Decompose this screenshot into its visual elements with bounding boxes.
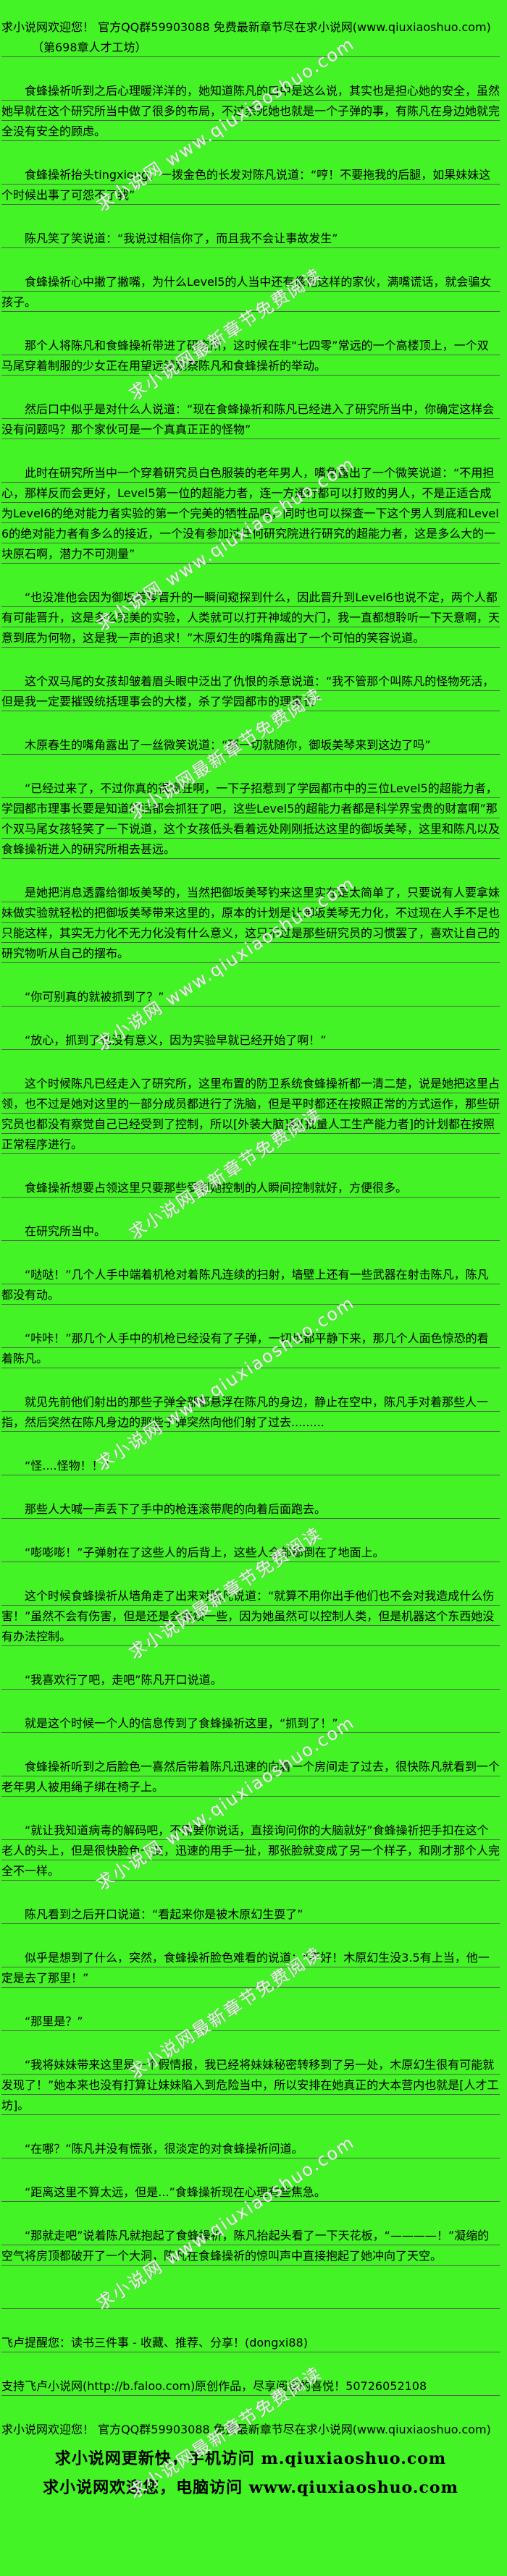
novel-paragraph: “放心，抓到了也没有意义，因为实验早就已经开始了啊！”	[1, 1030, 500, 1051]
novel-paragraph: 食蜂操祈听到之后脸色一喜然后带着陈凡迅速的向着一个房间走了过去，很快陈凡就看到一…	[1, 1757, 500, 1797]
novel-paragraph: “哒哒！”几个人手中端着机枪对着陈凡连续的扫射，墙壁上还有一些武器在射击陈凡，陈…	[1, 1265, 500, 1305]
novel-paragraph: “也没准他会因为御坂美琴晋升的一瞬间窥探到什么，因此晋升到Level6也说不定，…	[1, 588, 500, 648]
faloo-support-line: 支持飞卢小说网(http://b.faloo.com)原创作品，尽享阅读的喜悦！…	[1, 2376, 500, 2397]
novel-paragraph: 木原春生的嘴角露出了一丝微笑说道：“那一切就随你，御坂美琴来到这边了吗”	[1, 735, 500, 755]
novel-paragraph: 那些人大喊一声丢下了手中的枪连滚带爬的向着后面跑去。	[1, 1499, 500, 1520]
novel-paragraph: “我将妹妹带来这里是一个假情报，我已经将妹妹秘密转移到了另一处，木原幻生很有可能…	[1, 2055, 500, 2116]
novel-paragraph: “我喜欢行了吧，走吧”陈凡开口说道。	[1, 1670, 500, 1690]
novel-paragraph: 就是这个时候一个人的信息传到了食蜂操祈这里，“抓到了！”	[1, 1713, 500, 1734]
pc-access-line: 求小说网欢迎您，电脑访问 www.qiuxiaoshuo.com	[43, 2478, 458, 2497]
novel-paragraph: “已经过来了，不过你真的很疯狂啊，一下子招惹到了学园都市中的三位Level5的超…	[1, 779, 500, 860]
mobile-access-line: 求小说网更新快，手机访问 m.qiuxiaoshuo.com	[54, 2449, 447, 2468]
novel-paragraph: “就让我知道病毒的解码吧，不需要你说话，直接询问你的大脑就好”食蜂操祈把手扣在这…	[1, 1821, 500, 1881]
novel-paragraph: 这个时候食蜂操祈从墙角走了出来对陈凡说道：“就算不用你出手他们也不会对我造成什么…	[1, 1586, 500, 1647]
novel-paragraph: “嘭嘭嘭！”子弹射在了这些人的后背上，这些人全部都倒在了地面上。	[1, 1543, 500, 1563]
novel-paragraph: “那就走吧”说着陈凡就抱起了食蜂操祈，陈凡抬起头看了一下天花板，“————！”凝…	[1, 2226, 500, 2266]
novel-paragraph: 陈凡笑了笑说道：“我说过相信你了，而且我不会让事故发生”	[1, 229, 500, 249]
novel-paragraph: 食蜂操祈听到之后心理暖洋洋的，她知道陈凡的口中是这么说，其实也是担心她的安全，虽…	[1, 81, 500, 142]
novel-paragraph: “在哪？”陈凡并没有慌张，很淡定的对食蜂操祈问道。	[1, 2139, 500, 2159]
reader-content: 求小说网欢迎您！ 官方QQ群59903088 免费最新章节尽在求小说网(www.…	[1, 20, 500, 2497]
novel-paragraph: 食蜂操祈心中撇了撇嘴，为什么Level5的人当中还有像他这样的家伙，满嘴谎话，就…	[1, 272, 500, 313]
novel-paragraph: 这个时候陈凡已经走入了研究所，这里布置的防卫系统食蜂操祈都一清二楚，说是她把这里…	[1, 1074, 500, 1155]
novel-paragraph: 在研究所当中。	[1, 1221, 500, 1242]
chapter-title: （第698章人才工坊）	[1, 38, 500, 58]
novel-paragraph: 似乎是想到了什么，突然，食蜂操祈脸色难看的说道：“不好！木原幻生没3.5有上当，…	[1, 1948, 500, 1988]
novel-paragraph: “怪....怪物！！”	[1, 1456, 500, 1476]
novel-paragraph: 那个人将陈凡和食蜂操祈带进了研究所，这时候在非“七四零”常远的一个高楼顶上，一个…	[1, 336, 500, 376]
novel-paragraph: 食蜂操祈想要占领这里只要那些受到她控制的人瞬间控制就好，方便很多。	[1, 1178, 500, 1198]
novel-paragraph: 此时在研究所当中一个穿着研究员白色服装的老年男人，嘴角露出了一个微笑说道：“不用…	[1, 463, 500, 564]
novel-paragraph: 陈凡看到之后开口说道：“看起来你是被木原幻生耍了”	[1, 1905, 500, 1925]
novel-paragraph: 然后口中似乎是对什么人说道：“现在食蜂操祈和陈凡已经进入了研究所当中，你确定这样…	[1, 399, 500, 440]
novel-paragraph: “那里是？”	[1, 2012, 500, 2032]
novel-paragraph: “你可别真的就被抓到了？”	[1, 987, 500, 1007]
site-notice-header: 求小说网欢迎您！ 官方QQ群59903088 免费最新章节尽在求小说网(www.…	[1, 20, 491, 34]
novel-paragraph: “距离这里不算太远，但是...”食蜂操祈现在心理有些焦急。	[1, 2182, 500, 2203]
novel-paragraph: 是她把消息透露给御坂美琴的，当然把御坂美琴钓来这里实在是太简单了，只要说有人要拿…	[1, 883, 500, 964]
novel-paragraph: 食蜂操祈抬头tingxiong，一拨金色的长发对陈凡说道：“哼！不要拖我的后腿，…	[1, 165, 500, 206]
novel-paragraph: “咔咔！”那几个人手中的机枪已经没有了子弹，一切也都平静下来，那几个人面色惊恐的…	[1, 1329, 500, 1369]
faloo-reminder: 飞卢提醒您：读书三件事 - 收藏、推荐、分享！(dongxi88)	[1, 2333, 500, 2353]
novel-paragraph: 就见先前他们射出的那些子弹全部都悬浮在陈凡的身边，静止在空中，陈凡手对着那些人一…	[1, 1392, 500, 1433]
blank-ruled-line	[1, 2289, 500, 2310]
novel-paragraph: 这个双马尾的女孩却皱着眉头眼中泛出了仇恨的杀意说道：“我不管那个叫陈凡的怪物死活…	[1, 671, 500, 712]
site-notice-footer: 求小说网欢迎您！ 官方QQ群59903088 免费最新章节尽在求小说网(www.…	[1, 2423, 491, 2436]
